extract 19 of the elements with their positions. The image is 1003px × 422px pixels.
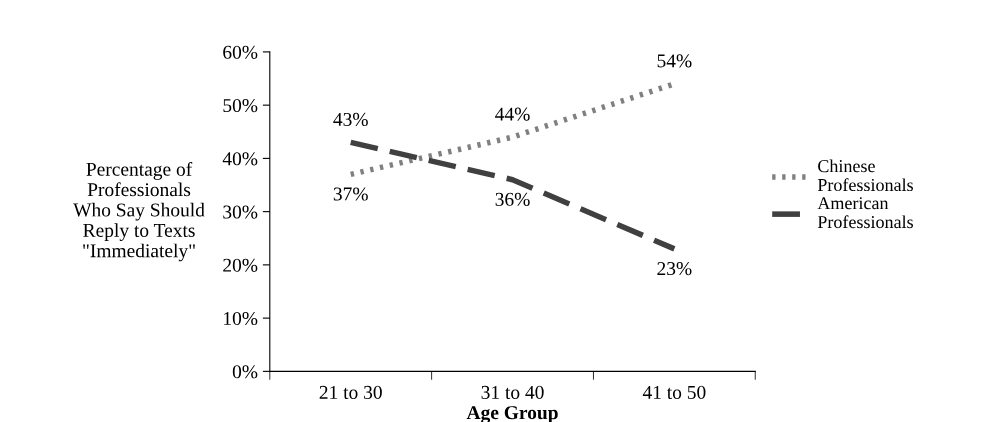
x-tick-label: 21 to 30	[319, 385, 382, 399]
data-label: 37%	[333, 187, 368, 201]
data-label: 36%	[495, 192, 530, 206]
data-label: 44%	[495, 107, 530, 121]
data-label: 23%	[657, 261, 692, 276]
x-tick-label: 41 to 50	[642, 385, 706, 399]
y-tick-label: 0%	[232, 365, 258, 379]
data-label: 43%	[333, 112, 368, 127]
data-label: 54%	[657, 54, 692, 68]
y-tick-label: 20%	[223, 258, 258, 272]
y-tick-label: 50%	[223, 98, 258, 113]
y-tick-label: 30%	[223, 205, 258, 219]
legend-label: American Professionals	[817, 197, 913, 229]
y-tick-label: 40%	[222, 152, 258, 166]
y-tick-label: 10%	[224, 311, 258, 326]
legend-label: Chinese Professionals	[817, 159, 913, 192]
x-tick-label: 31 to 40	[481, 385, 544, 399]
y-tick-label: 60%	[223, 45, 258, 59]
y-axis-title: Percentage of Professionals Who Say Should Reply to Texts "Immediately"	[73, 161, 205, 262]
